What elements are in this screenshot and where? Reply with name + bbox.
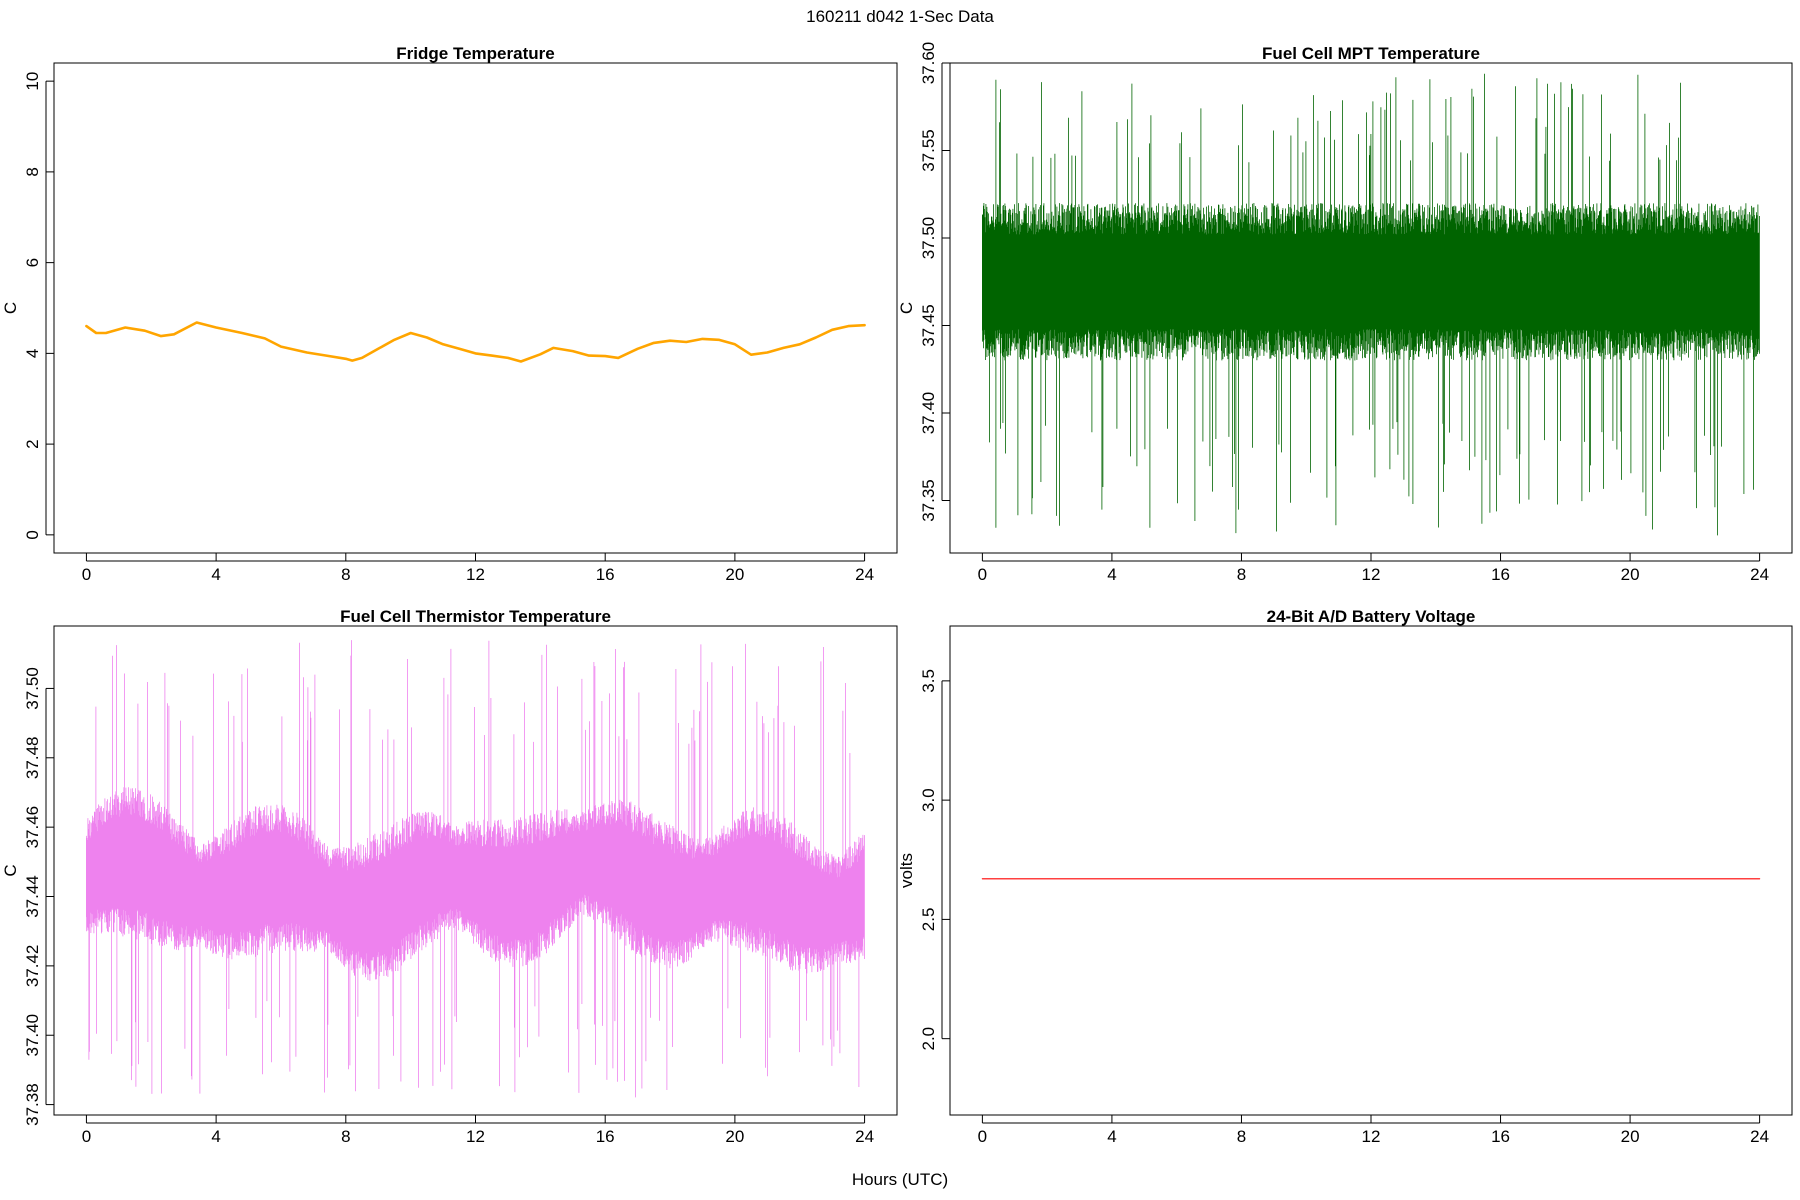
y-tick-label: 37.42 — [23, 945, 42, 988]
y-tick-label: 0 — [23, 530, 42, 539]
x-tick-label: 16 — [1491, 565, 1510, 584]
chart-panel-4: 24-Bit A/D Battery Voltage 0 4 8 12 16 20 24 2.0… — [897, 607, 1793, 1146]
y-tick-label: 37.44 — [23, 875, 42, 918]
x-tick-label: 16 — [1491, 1127, 1510, 1146]
y-tick-label: 2.0 — [919, 1027, 938, 1051]
y-tick-label: 37.40 — [23, 1014, 42, 1057]
x-tick-label: 20 — [1621, 1127, 1640, 1146]
x-tick-label: 16 — [596, 1127, 615, 1146]
x-tick-label: 8 — [341, 1127, 350, 1146]
panel-title: Fuel Cell Thermistor Temperature — [340, 607, 611, 626]
x-tick-label: 24 — [855, 565, 874, 584]
x-tick-label: 20 — [725, 565, 744, 584]
x-tick-label: 20 — [1621, 565, 1640, 584]
chart-panel-3: Fuel Cell Thermistor Temperature 0 4 8 12 16 2… — [1, 607, 898, 1146]
series-band — [86, 640, 865, 1098]
panel-title: Fridge Temperature — [396, 44, 554, 63]
y-tick-label: 37.46 — [23, 806, 42, 849]
y-tick-label: 2 — [23, 439, 42, 448]
x-tick-label: 24 — [855, 1127, 874, 1146]
x-tick-label: 12 — [1362, 1127, 1381, 1146]
series-line — [85, 321, 866, 363]
y-tick-label: 8 — [23, 167, 42, 176]
y-tick-label: 37.55 — [919, 129, 938, 172]
figure-title: 160211 d042 1-Sec Data — [806, 7, 994, 26]
x-tick-label: 0 — [978, 565, 987, 584]
x-tick-label: 8 — [341, 565, 350, 584]
x-tick-label: 24 — [1750, 1127, 1769, 1146]
y-axis-label: C — [1, 302, 20, 314]
series-group — [86, 640, 865, 1098]
y-tick-label: 37.45 — [919, 304, 938, 347]
y-tick-label: 37.40 — [919, 392, 938, 435]
y-tick-label: 37.50 — [919, 217, 938, 260]
x-tick-label: 4 — [211, 565, 220, 584]
x-tick-label: 12 — [466, 1127, 485, 1146]
x-tick-label: 4 — [211, 1127, 220, 1146]
x-tick-label: 20 — [725, 1127, 744, 1146]
panel-title: Fuel Cell MPT Temperature — [1262, 44, 1480, 63]
y-tick-label: 2.5 — [919, 908, 938, 932]
series-group — [85, 321, 866, 363]
y-axis-label: C — [1, 864, 20, 876]
plot-frame — [53, 62, 898, 554]
chart-panel-2: Fuel Cell MPT Temperature 0 4 8 12 16 20 24 37.3… — [897, 42, 1793, 584]
y-tick-label: 37.48 — [23, 737, 42, 780]
x-tick-label: 0 — [978, 1127, 987, 1146]
y-tick-label: 37.35 — [919, 479, 938, 522]
y-tick-label: 37.50 — [23, 667, 42, 710]
y-tick-label: 3.5 — [919, 669, 938, 693]
x-tick-label: 16 — [596, 565, 615, 584]
x-tick-label: 4 — [1107, 565, 1116, 584]
panel-title: 24-Bit A/D Battery Voltage — [1267, 607, 1476, 626]
x-tick-label: 8 — [1237, 565, 1246, 584]
y-tick-label: 6 — [23, 258, 42, 267]
x-tick-label: 0 — [82, 565, 91, 584]
y-tick-label: 10 — [23, 72, 42, 91]
x-tick-label: 12 — [1362, 565, 1381, 584]
y-tick-label: 37.60 — [919, 42, 938, 85]
figure-x-axis-label: Hours (UTC) — [852, 1170, 948, 1189]
series-band — [982, 73, 1760, 536]
y-tick-label: 4 — [23, 349, 42, 358]
x-tick-label: 0 — [82, 1127, 91, 1146]
x-tick-label: 24 — [1750, 565, 1769, 584]
x-tick-label: 4 — [1107, 1127, 1116, 1146]
x-tick-label: 8 — [1237, 1127, 1246, 1146]
y-tick-label: 37.38 — [23, 1083, 42, 1126]
y-axis-label: volts — [897, 853, 916, 888]
y-tick-label: 3.0 — [919, 788, 938, 812]
plot-frame — [949, 625, 1793, 1116]
y-axis-label: C — [897, 302, 916, 314]
series-group — [982, 73, 1760, 536]
x-tick-label: 12 — [466, 565, 485, 584]
